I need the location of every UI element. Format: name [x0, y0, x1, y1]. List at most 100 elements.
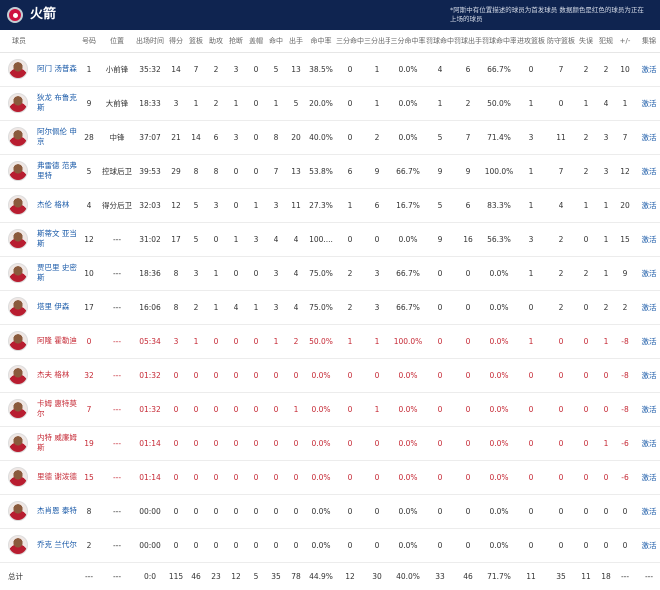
player-avatar[interactable] [8, 433, 28, 453]
player-avatar[interactable] [8, 399, 28, 419]
player-avatar[interactable] [8, 195, 28, 215]
highlight-link[interactable]: 激活 [634, 358, 660, 393]
stat-cell: 0 [336, 426, 364, 461]
player-name-link[interactable]: 乔克 兰代尔 [37, 540, 77, 549]
player-name-link[interactable]: 阿隆 霍勒迪 [37, 336, 77, 345]
stat-cell: 0 [576, 324, 596, 359]
stat-cell: 0 [426, 528, 454, 563]
highlight-link[interactable]: 激活 [634, 188, 660, 223]
stat-cell: 0 [206, 392, 226, 427]
stat-cell: 11 [286, 188, 306, 223]
highlight-link[interactable]: 激活 [634, 86, 660, 121]
total-cell: 40.0% [396, 571, 420, 581]
player-avatar[interactable] [8, 501, 28, 521]
player-cell[interactable]: 弗雷德 范弗里特 [0, 154, 78, 189]
stat-cell: 0 [596, 392, 616, 427]
player-avatar[interactable] [8, 365, 28, 385]
player-name-link[interactable]: 阿尔佩伦 申京 [37, 127, 77, 146]
highlight-link[interactable]: 激活 [634, 324, 660, 359]
player-avatar[interactable] [8, 467, 28, 487]
player-cell[interactable]: 狄龙 布鲁克斯 [0, 86, 78, 121]
stat-cell: 0 [576, 528, 596, 563]
highlight-link[interactable]: 激活 [634, 392, 660, 427]
stat-cell: 8 [166, 256, 186, 291]
player-cell[interactable]: 内特 威廉姆斯 [0, 426, 78, 461]
stat-cell: -8 [616, 392, 634, 427]
player-name-link[interactable]: 杰伦 格林 [37, 200, 70, 209]
player-cell[interactable]: 阿隆 霍勒迪 [0, 324, 78, 359]
player-cell[interactable]: 塔里 伊森 [0, 290, 78, 325]
highlight-link[interactable]: 激活 [634, 494, 660, 529]
player-name-link[interactable]: 狄龙 布鲁克斯 [37, 93, 77, 112]
player-avatar[interactable] [8, 263, 28, 283]
player-name-link[interactable]: 杰夫 格林 [37, 370, 70, 379]
highlight-link[interactable]: 激活 [634, 222, 660, 257]
player-row: 乔克 兰代尔 2 --- 00:00 0 0 0 0 0 0 0 0.0% 0 0 0.0% 0 0 0.0% 0 0… [0, 528, 660, 563]
stat-cell: 0 [286, 426, 306, 461]
stat-cell: 0 [166, 528, 186, 563]
highlight-link[interactable]: 激活 [634, 52, 660, 87]
player-cell[interactable]: 里德 谢泼德 [0, 460, 78, 495]
highlight-link[interactable]: 激活 [634, 426, 660, 461]
stat-cell: 0 [454, 460, 482, 495]
highlight-link[interactable]: 激活 [634, 460, 660, 495]
player-cell[interactable]: 杰伦 格林 [0, 188, 78, 223]
stat-cell: --- [100, 528, 134, 563]
player-cell[interactable]: 阿门 汤普森 [0, 52, 78, 87]
player-cell[interactable]: 斯蒂文 亚当斯 [0, 222, 78, 257]
stat-cell: 0.0% [390, 120, 426, 155]
player-avatar[interactable] [8, 535, 28, 555]
stat-cell: 1 [596, 188, 616, 223]
stat-cell: 3 [166, 324, 186, 359]
stat-cell: 0 [336, 494, 364, 529]
stat-cell: 5 [186, 188, 206, 223]
player-avatar[interactable] [8, 93, 28, 113]
stat-cell: 0 [246, 52, 266, 87]
stat-cell: 100.0% [482, 154, 516, 189]
player-name-link[interactable]: 塔里 伊森 [37, 302, 70, 311]
player-name-link[interactable]: 贾巴里 史密斯 [37, 263, 77, 282]
player-cell[interactable]: 乔克 兰代尔 [0, 528, 78, 563]
player-name-link[interactable]: 里德 谢泼德 [37, 472, 77, 481]
stat-cell: 00:00 [134, 528, 166, 563]
player-row: 阿尔佩伦 申京 28 中锋 37:07 21 14 6 3 0 8 20 40.0% 0 2 0.0% 5 7 7… [0, 120, 660, 155]
stat-cell: 0 [166, 426, 186, 461]
player-name-link[interactable]: 卡姆 惠特莫尔 [37, 399, 77, 418]
player-name-link[interactable]: 杰肖恩 泰特 [37, 506, 77, 515]
highlight-link[interactable]: 激活 [634, 120, 660, 155]
player-avatar[interactable] [8, 127, 28, 147]
stat-cell: 0 [546, 392, 576, 427]
player-name-link[interactable]: 内特 威廉姆斯 [37, 433, 77, 452]
player-cell[interactable]: 卡姆 惠特莫尔 [0, 392, 78, 427]
stat-cell: 0 [226, 154, 246, 189]
player-cell[interactable]: 贾巴里 史密斯 [0, 256, 78, 291]
highlight-link[interactable]: 激活 [634, 154, 660, 189]
player-avatar[interactable] [8, 161, 28, 181]
stat-cell: 0.0% [482, 290, 516, 325]
player-cell[interactable]: 杰肖恩 泰特 [0, 494, 78, 529]
player-name-link[interactable]: 弗雷德 范弗里特 [37, 161, 77, 180]
stat-cell: 0 [226, 528, 246, 563]
stat-cell: --- [100, 426, 134, 461]
highlight-link[interactable]: 激活 [634, 528, 660, 563]
stat-cell: 5 [266, 52, 286, 87]
player-avatar[interactable] [8, 59, 28, 79]
player-cell[interactable]: 杰夫 格林 [0, 358, 78, 393]
stat-cell: 0 [166, 460, 186, 495]
highlight-link[interactable]: 激活 [634, 256, 660, 291]
stat-cell: 2 [596, 290, 616, 325]
player-row: 杰夫 格林 32 --- 01:32 0 0 0 0 0 0 0 0.0% 0 0 0.0% 0 0 0.0% 0 0… [0, 358, 660, 393]
player-avatar[interactable] [8, 331, 28, 351]
stat-cell: 1 [246, 188, 266, 223]
player-avatar[interactable] [8, 229, 28, 249]
player-name-link[interactable]: 斯蒂文 亚当斯 [37, 229, 77, 248]
stat-cell: -6 [616, 426, 634, 461]
highlight-link[interactable]: 激活 [634, 290, 660, 325]
column-header: 出手 [286, 30, 306, 53]
player-cell[interactable]: 阿尔佩伦 申京 [0, 120, 78, 155]
column-header: 罚球命中率 [482, 30, 516, 53]
stat-cell: 0 [426, 256, 454, 291]
stat-cell: 0 [576, 358, 596, 393]
player-name-link[interactable]: 阿门 汤普森 [37, 64, 77, 73]
player-avatar[interactable] [8, 297, 28, 317]
